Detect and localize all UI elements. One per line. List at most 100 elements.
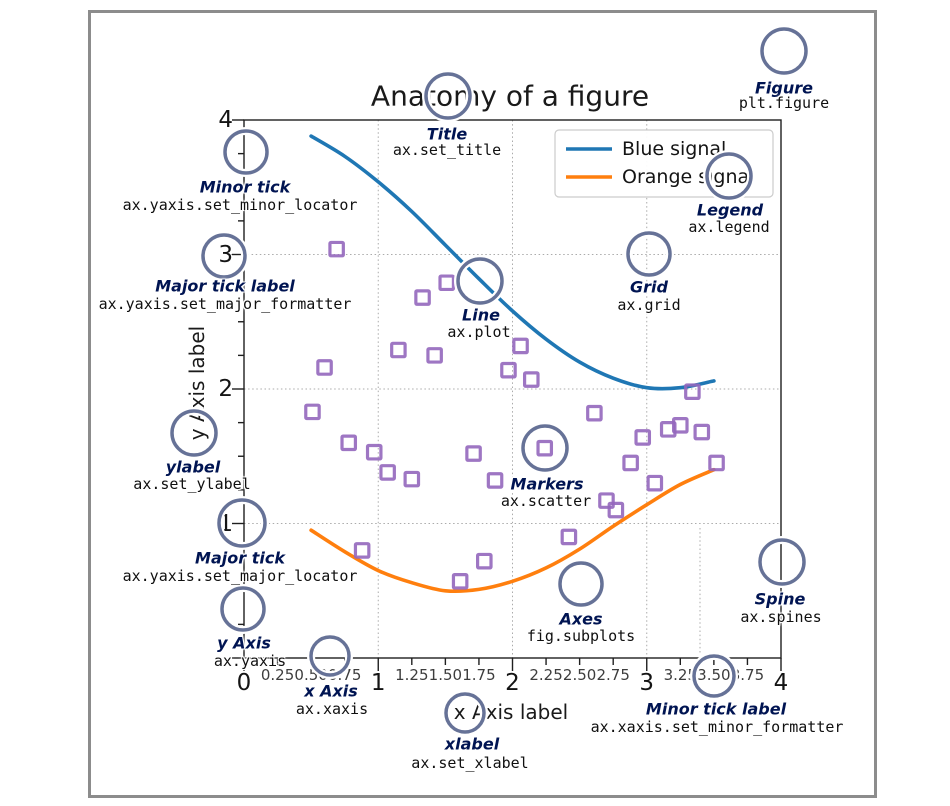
scatter-marker bbox=[451, 573, 469, 590]
scatter-marker bbox=[622, 454, 639, 472]
annotation-label-line: Line bbox=[462, 305, 500, 325]
scatter-marker bbox=[465, 445, 482, 462]
annotation-label-spine: Spine bbox=[754, 589, 806, 609]
y-tick-label-3: 3 bbox=[218, 241, 233, 268]
annotation-label-x-axis: x Axis bbox=[304, 681, 358, 701]
annotation-code-spine: ax.spines bbox=[740, 608, 822, 626]
scatter-marker bbox=[708, 454, 725, 472]
scatter-marker bbox=[328, 240, 345, 258]
annotation-circle-legend bbox=[705, 152, 753, 200]
x-minor-tick-label-0.25: 0.25 bbox=[260, 666, 295, 684]
y-tick-label-2: 2 bbox=[218, 376, 233, 402]
scatter-marker bbox=[414, 289, 431, 306]
scatter-marker bbox=[476, 552, 493, 570]
scatter-marker bbox=[426, 347, 443, 364]
annotation-code-xlabel: ax.set_xlabel bbox=[411, 754, 529, 772]
annotation-circle-major-tick bbox=[217, 498, 267, 548]
scatter-marker bbox=[693, 423, 711, 441]
annotation-circle-y-axis bbox=[220, 586, 266, 632]
figure-border bbox=[88, 10, 877, 798]
scatter-marker bbox=[522, 371, 540, 388]
annotation-circle-figure bbox=[760, 27, 808, 75]
x-minor-tick-label-1.25: 1.25 bbox=[395, 666, 429, 684]
annotation-circle-markers bbox=[521, 424, 569, 472]
annotation-circle-spine bbox=[758, 538, 806, 586]
scatter-marker bbox=[403, 470, 421, 488]
annotation-label-figure: Figure bbox=[755, 78, 813, 98]
annotation-circle-line bbox=[456, 257, 504, 305]
annotation-circle-grid bbox=[626, 231, 672, 277]
scatter-marker bbox=[316, 359, 333, 376]
annotation-code-x-axis: ax.xaxis bbox=[295, 700, 369, 718]
legend-entry-orange-signal: Orange signal bbox=[622, 166, 755, 188]
scatter-marker bbox=[634, 429, 652, 446]
scatter-marker bbox=[353, 542, 371, 559]
scatter-marker bbox=[365, 443, 383, 461]
x-minor-tick-label-2.25: 2.25 bbox=[529, 666, 563, 684]
scatter-marker bbox=[390, 341, 407, 359]
annotation-code-line: ax.plot bbox=[447, 323, 511, 341]
blue-signal-curve bbox=[309, 134, 716, 391]
annotation-code-minor-tick-label: ax.xaxis.set_minor_formatter bbox=[590, 718, 844, 736]
scatter-marker bbox=[340, 434, 358, 452]
annotation-code-major-tick-label: ax.yaxis.set_major_formatter bbox=[98, 295, 352, 313]
scatter-marker bbox=[672, 417, 689, 434]
annotation-label-grid: Grid bbox=[630, 277, 668, 297]
x-minor-tick-label-1.75: 1.75 bbox=[462, 666, 496, 684]
scatter-marker bbox=[379, 464, 396, 481]
annotation-code-axes: fig.subplots bbox=[526, 627, 636, 645]
x-minor-tick-label-3.75: 3.75 bbox=[730, 666, 765, 684]
x-minor-tick-label-1.50: 1.50 bbox=[428, 666, 463, 684]
scatter-marker bbox=[438, 274, 456, 292]
annotation-label-markers: Markers bbox=[510, 474, 584, 494]
scatter-marker bbox=[684, 383, 701, 400]
annotation-label-y-axis: y Axis bbox=[217, 633, 271, 653]
scatter-marker bbox=[646, 474, 664, 492]
scatter-marker bbox=[560, 528, 578, 546]
annotation-label-legend: Legend bbox=[696, 200, 764, 220]
x-axis-label: x Axis label bbox=[453, 700, 569, 724]
scatter-marker bbox=[536, 439, 554, 457]
x-tick-label-4: 4 bbox=[773, 670, 789, 696]
annotation-circle-x-axis bbox=[309, 635, 351, 677]
annotation-label-xlabel: xlabel bbox=[444, 734, 500, 754]
x-minor-tick-label-2.50: 2.50 bbox=[562, 666, 597, 684]
orange-signal-curve bbox=[309, 467, 716, 594]
annotation-code-y-axis: ax.yaxis bbox=[213, 652, 287, 670]
annotation-circle-major-tick-label bbox=[201, 233, 247, 279]
scatter-marker bbox=[512, 337, 529, 355]
annotation-code-major-tick: ax.yaxis.set_major_locator bbox=[122, 567, 358, 585]
scatter-marker bbox=[586, 404, 603, 422]
annotation-circle-xlabel bbox=[444, 692, 486, 734]
annotation-label-major-tick-label: Major tick label bbox=[155, 276, 295, 296]
annotation-code-ylabel: ax.set_ylabel bbox=[133, 475, 251, 493]
legend-entry-blue-signal: Blue signal bbox=[622, 138, 727, 160]
annotation-code-markers: ax.scatter bbox=[500, 492, 592, 510]
annotation-code-figure: plt.figure bbox=[738, 94, 830, 112]
annotation-label-minor-tick: Minor tick bbox=[199, 177, 291, 197]
scatter-marker bbox=[598, 492, 615, 509]
scatter-marker bbox=[486, 472, 504, 489]
x-minor-tick-label-2.75: 2.75 bbox=[596, 666, 630, 684]
x-tick-label-1: 1 bbox=[370, 670, 386, 696]
annotation-code-grid: ax.grid bbox=[617, 296, 681, 314]
x-tick-label-0: 0 bbox=[236, 670, 252, 696]
annotation-label-axes: Axes bbox=[559, 609, 603, 629]
scatter-marker bbox=[607, 501, 625, 519]
legend-box bbox=[554, 129, 774, 198]
annotation-label-minor-tick-label: Minor tick label bbox=[645, 699, 787, 719]
x-tick-label-3: 3 bbox=[639, 670, 655, 696]
annotation-label-title: Title bbox=[426, 124, 468, 144]
annotation-code-legend: ax.legend bbox=[688, 218, 770, 236]
annotation-circle-minor-tick-label bbox=[692, 654, 736, 698]
x-tick-label-2: 2 bbox=[505, 670, 520, 696]
annotation-label-ylabel: ylabel bbox=[165, 457, 221, 477]
annotation-circle-minor-tick bbox=[223, 129, 269, 175]
annotation-code-minor-tick: ax.yaxis.set_minor_locator bbox=[122, 196, 358, 214]
x-minor-tick-label-3.50: 3.50 bbox=[697, 666, 731, 684]
